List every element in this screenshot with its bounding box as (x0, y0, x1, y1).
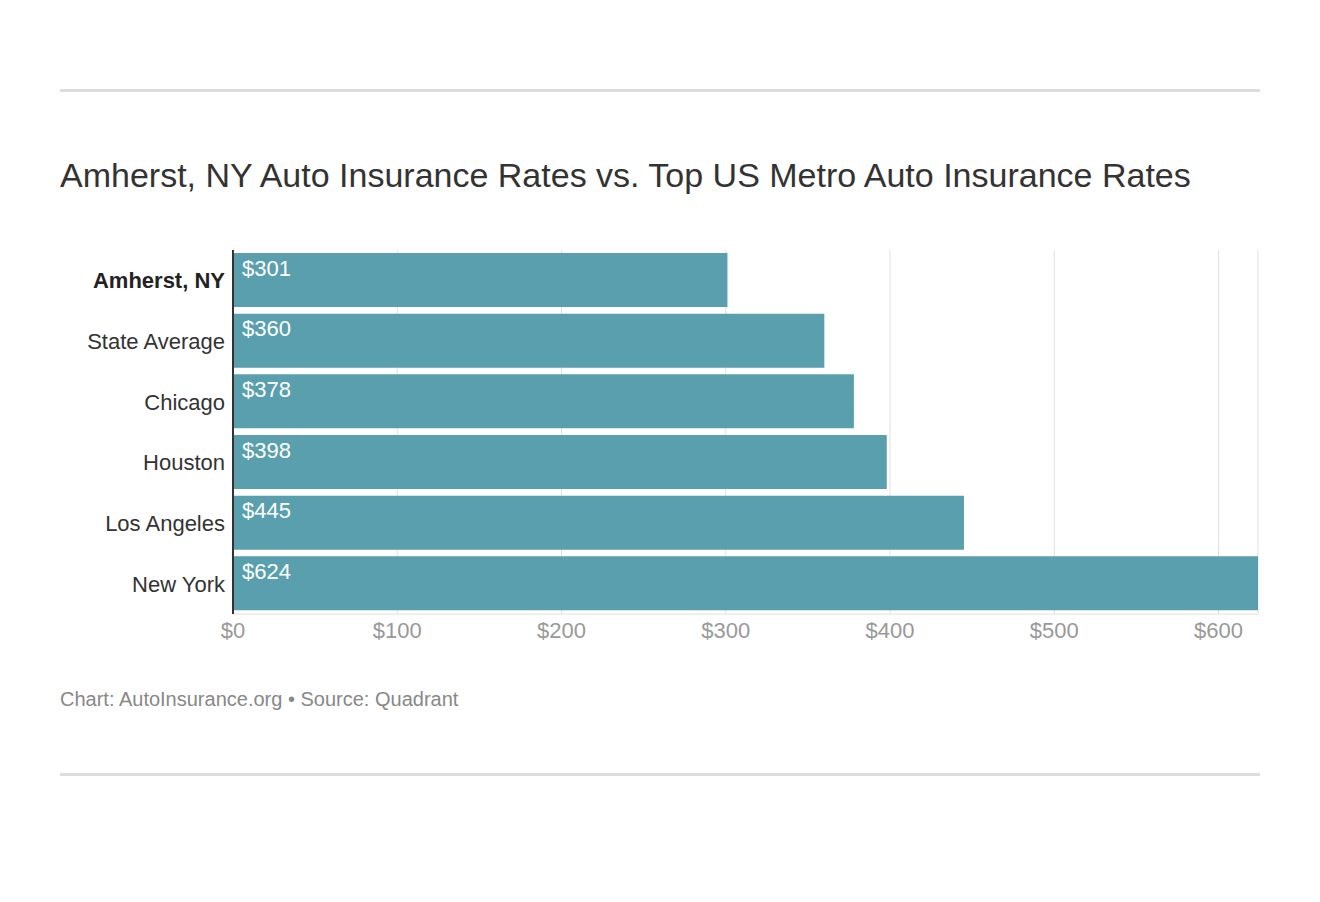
html-text:Amherst, NY Auto Insurance Rat: Amherst, NY Auto Insurance Rates vs. Top… (60, 156, 1191, 194)
svg-text:Amherst, NY: Amherst, NY (93, 268, 225, 293)
svg-text:$0: $0 (221, 618, 245, 643)
svg-text:$200: $200 (537, 618, 586, 643)
svg-text:New York: New York (132, 572, 226, 597)
svg-text:$500: $500 (1030, 618, 1079, 643)
svg-text:$400: $400 (866, 618, 915, 643)
svg-text:$445: $445 (242, 498, 291, 523)
svg-text:$600: $600 (1194, 618, 1243, 643)
svg-text:$100: $100 (373, 618, 422, 643)
svg-text:$300: $300 (701, 618, 750, 643)
svg-text:Houston: Houston (143, 450, 225, 475)
svg-text:$398: $398 (242, 438, 291, 463)
svg-text:$301: $301 (242, 256, 291, 281)
svg-text:State Average: State Average (87, 329, 225, 354)
svg-text:Los Angeles: Los Angeles (105, 511, 225, 536)
svg-text:$624: $624 (242, 559, 291, 584)
svg-text:Chicago: Chicago (144, 390, 225, 415)
svg-text:$360: $360 (242, 316, 291, 341)
svg-text:$378: $378 (242, 377, 291, 402)
html-text:Chart: AutoInsurance.org • Sou: Chart: AutoInsurance.org • Source: Quadr… (60, 688, 459, 710)
